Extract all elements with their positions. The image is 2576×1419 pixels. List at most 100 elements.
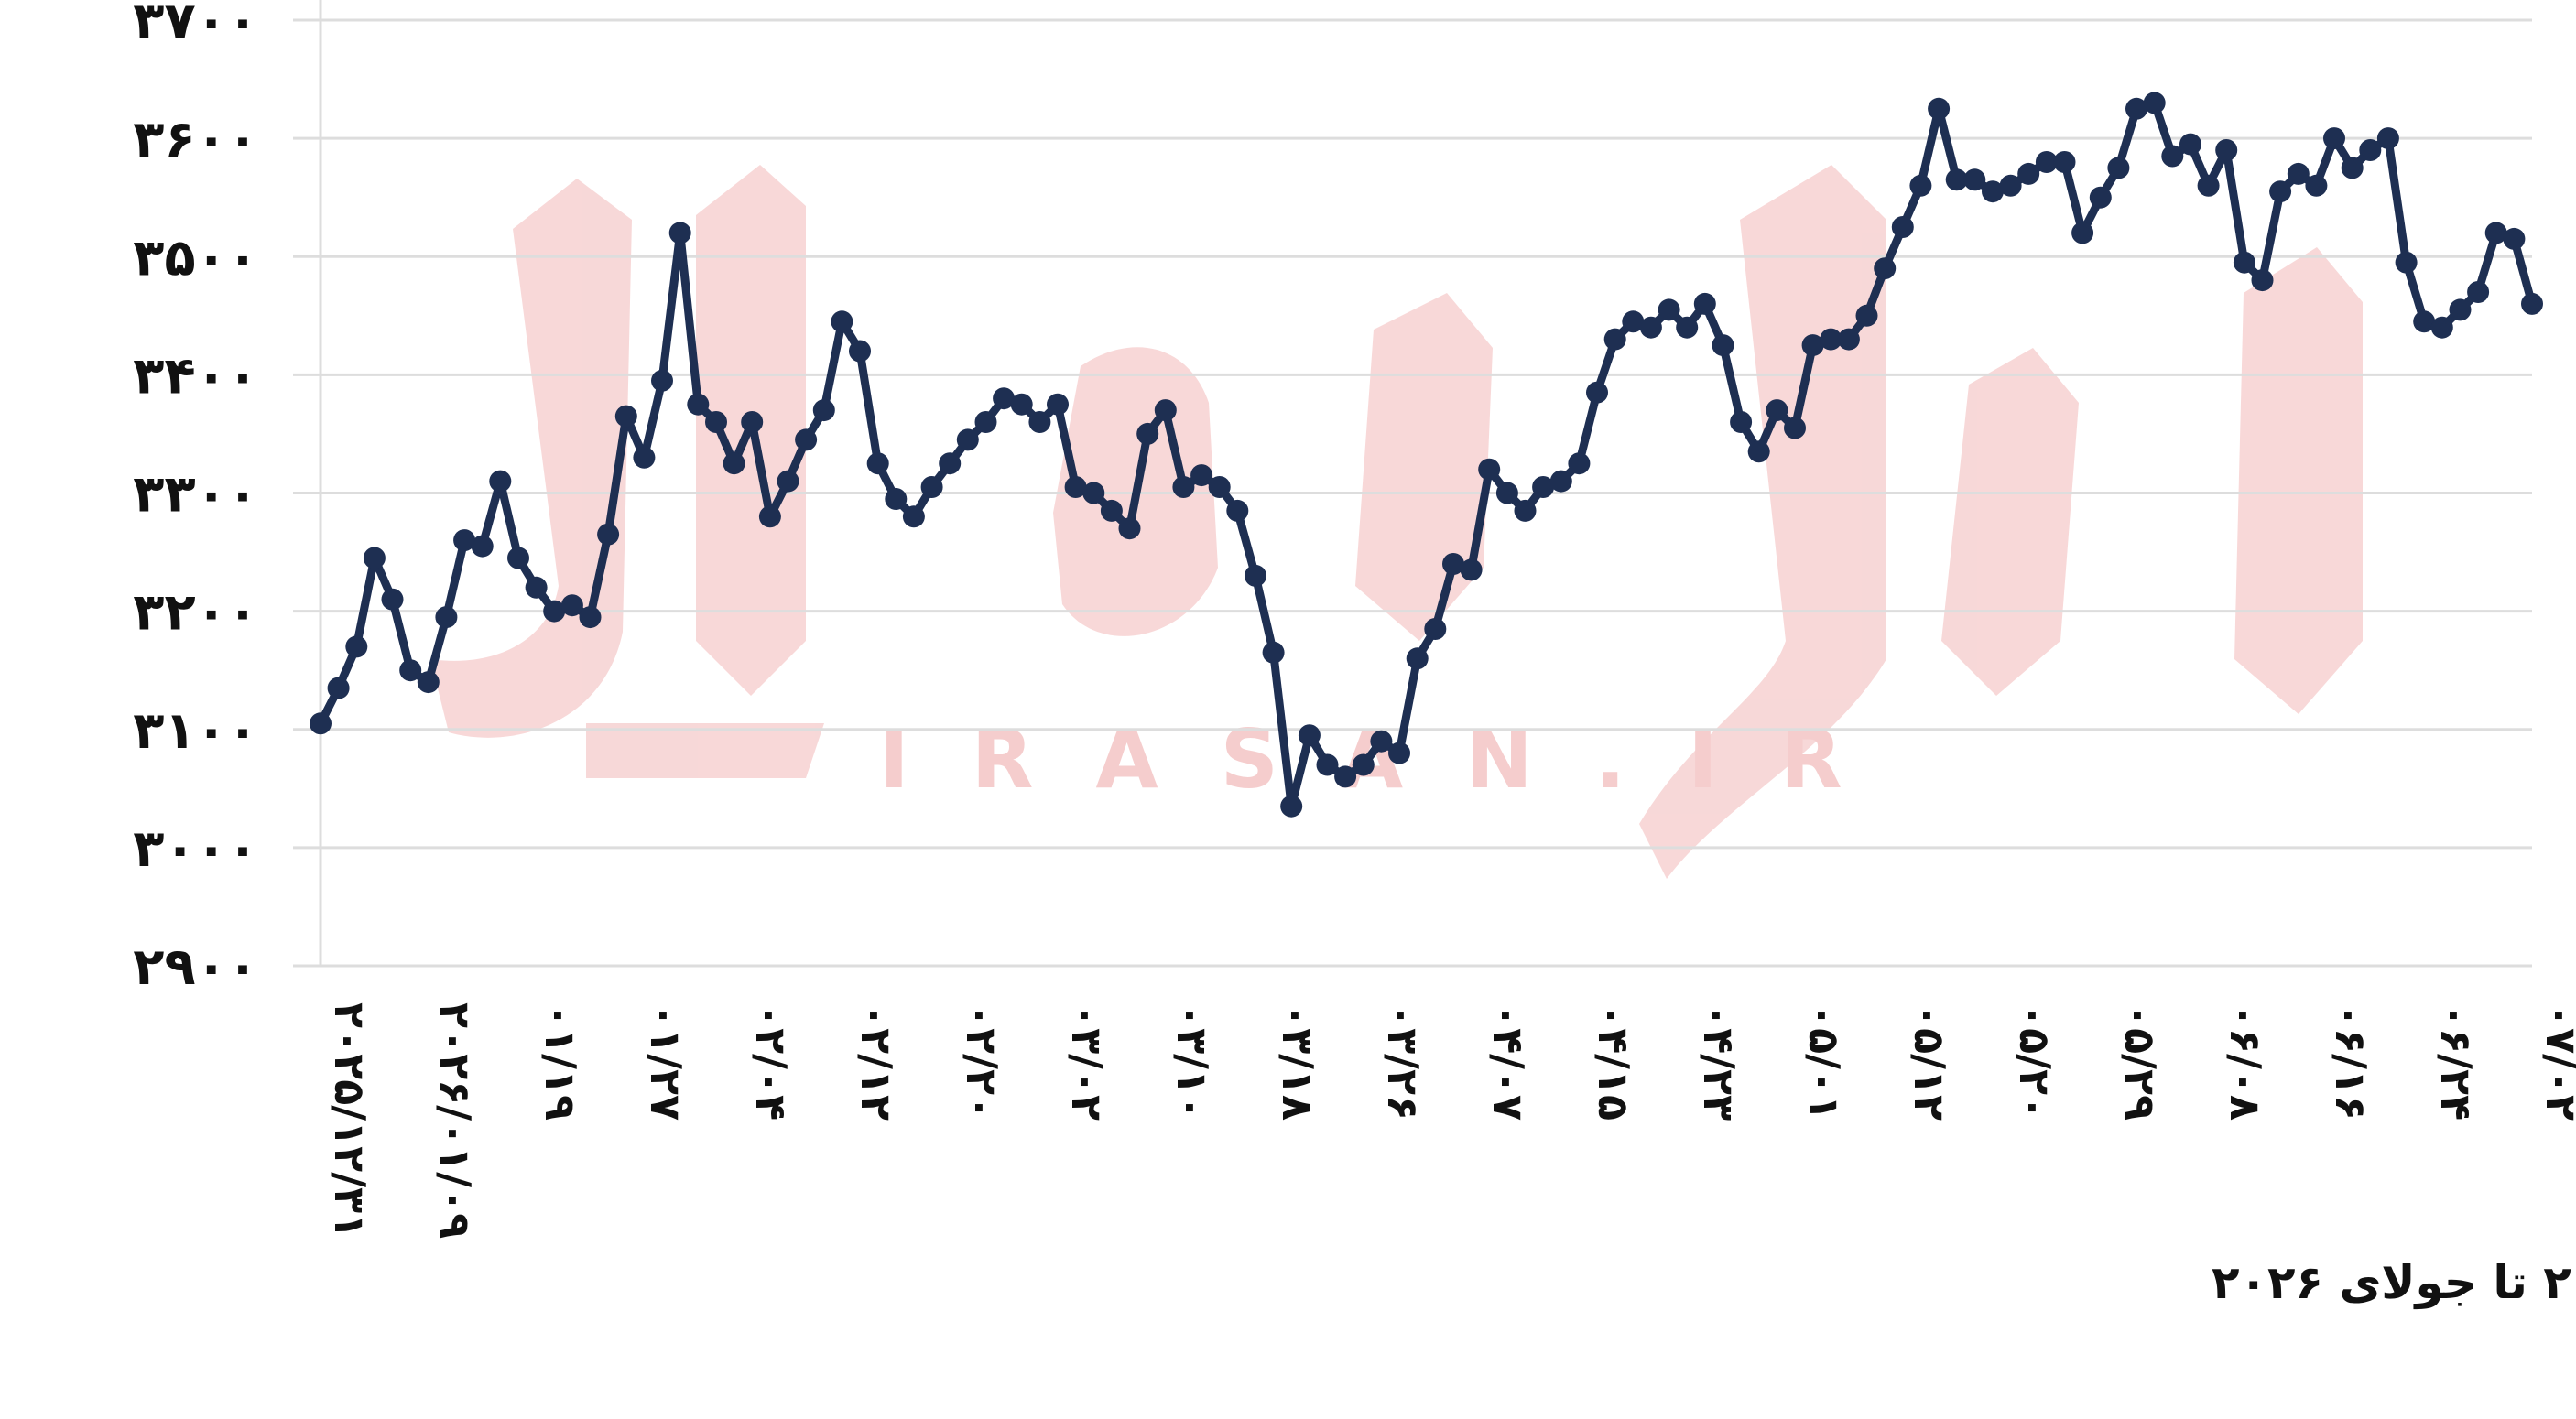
data-point xyxy=(1424,618,1447,640)
data-point xyxy=(2305,174,2328,197)
data-point xyxy=(2053,151,2076,173)
data-point xyxy=(453,529,476,552)
data-point xyxy=(1190,464,1213,487)
data-point xyxy=(1442,553,1464,575)
x-tick-label: ۰۵/۲۹ xyxy=(2115,1002,2165,1121)
data-point xyxy=(1010,393,1033,416)
y-tick-label: ۳۶۰۰ xyxy=(133,110,258,169)
x-tick-label: ۰۳/۱۰ xyxy=(1168,1002,1217,1121)
data-point xyxy=(435,606,458,629)
data-point xyxy=(1262,641,1285,664)
data-point xyxy=(381,588,404,611)
data-point xyxy=(2287,162,2310,185)
data-point xyxy=(1820,328,1842,351)
x-tick-label: ۰۶/۲۴ xyxy=(2431,1002,2481,1121)
data-point xyxy=(1100,499,1123,522)
data-point xyxy=(1118,517,1141,540)
data-point xyxy=(1136,422,1159,445)
data-point xyxy=(777,470,799,493)
data-point xyxy=(705,411,727,433)
data-point xyxy=(902,505,925,528)
data-point xyxy=(741,411,764,433)
data-point xyxy=(633,446,656,469)
x-axis-ticks: ۲۰۲۵/۱۲/۳۱ ۲۰۲۶/۰۱/۰۹ ۰۱/۱۹ ۰۱/۲۷ ۰۲/۰۴ ۰۲/۱۲… xyxy=(325,1002,2576,1239)
data-point xyxy=(866,452,889,475)
data-point xyxy=(363,547,386,569)
data-point xyxy=(831,310,853,333)
data-point xyxy=(1603,328,1626,351)
data-point xyxy=(1316,753,1339,776)
data-point xyxy=(2376,127,2399,150)
data-point xyxy=(956,428,979,451)
data-point xyxy=(1028,411,1051,433)
data-point xyxy=(489,470,512,493)
data-point xyxy=(2107,157,2130,179)
x-tick-label: ۰۵/۱۲ xyxy=(1905,1002,1954,1121)
data-point xyxy=(1047,393,1069,416)
data-point xyxy=(1064,476,1087,498)
data-point xyxy=(1909,174,1932,197)
data-point xyxy=(1891,216,1914,238)
data-point xyxy=(2125,97,2147,120)
data-point xyxy=(1549,470,1572,493)
data-point xyxy=(2215,139,2238,161)
data-point xyxy=(1622,310,1645,333)
data-point xyxy=(651,369,673,392)
data-point xyxy=(1280,795,1303,818)
data-point xyxy=(1982,180,2004,203)
x-tick-label: ۰۲/۰۴ xyxy=(746,1002,796,1121)
data-point xyxy=(2269,180,2292,203)
data-point xyxy=(2430,316,2453,339)
data-point xyxy=(1352,753,1375,776)
y-tick-label: ۳۱۰۰ xyxy=(133,701,258,761)
y-tick-label: ۲۹۰۰ xyxy=(133,937,258,997)
data-point xyxy=(1963,168,1986,191)
data-point xyxy=(758,505,781,528)
data-point xyxy=(543,600,566,623)
y-tick-label: ۳۷۰۰ xyxy=(133,0,258,51)
x-tick-label: ۲۰۲۵/۱۲/۳۱ xyxy=(325,1002,375,1239)
data-point xyxy=(2035,151,2058,173)
data-point xyxy=(1658,298,1680,321)
data-point xyxy=(1370,730,1393,753)
data-point xyxy=(1245,564,1266,587)
data-point xyxy=(1406,647,1429,670)
data-point xyxy=(1495,482,1518,504)
data-point xyxy=(1208,476,1231,498)
data-point xyxy=(1568,452,1591,475)
data-point xyxy=(812,399,835,422)
x-tick-label: ۰۵/۲۰ xyxy=(2010,1002,2060,1121)
data-point xyxy=(1999,174,2022,197)
y-tick-label: ۳۴۰۰ xyxy=(133,346,258,406)
series-line xyxy=(316,98,2537,811)
x-tick-label: ۰۴/۲۳ xyxy=(1694,1002,1744,1121)
data-point xyxy=(1172,476,1195,498)
data-point xyxy=(2467,281,2490,303)
data-point xyxy=(1928,97,1951,120)
y-tick-label: ۳۳۰۰ xyxy=(133,465,258,525)
data-point xyxy=(2089,186,2112,209)
data-point xyxy=(1693,292,1716,315)
data-point xyxy=(597,523,620,546)
data-point xyxy=(1676,316,1699,339)
x-tick-label: ۰۵/۰۱ xyxy=(1799,1002,1849,1121)
data-point xyxy=(1874,257,1897,280)
data-point xyxy=(2233,251,2255,274)
data-point xyxy=(795,428,818,451)
data-point xyxy=(2179,133,2201,156)
x-tick-label: ۲۰۲۶/۰۱/۰۹ xyxy=(430,1002,480,1239)
series-layer xyxy=(310,92,2543,818)
data-point xyxy=(687,393,710,416)
data-point xyxy=(939,452,962,475)
data-point xyxy=(2197,174,2220,197)
data-point xyxy=(1388,742,1410,764)
data-point xyxy=(1478,458,1501,481)
data-point xyxy=(2161,145,2184,168)
data-point xyxy=(1514,499,1537,522)
data-point xyxy=(1334,765,1357,788)
data-point xyxy=(1154,399,1177,422)
data-point xyxy=(1945,168,1968,191)
data-point xyxy=(1298,724,1321,747)
